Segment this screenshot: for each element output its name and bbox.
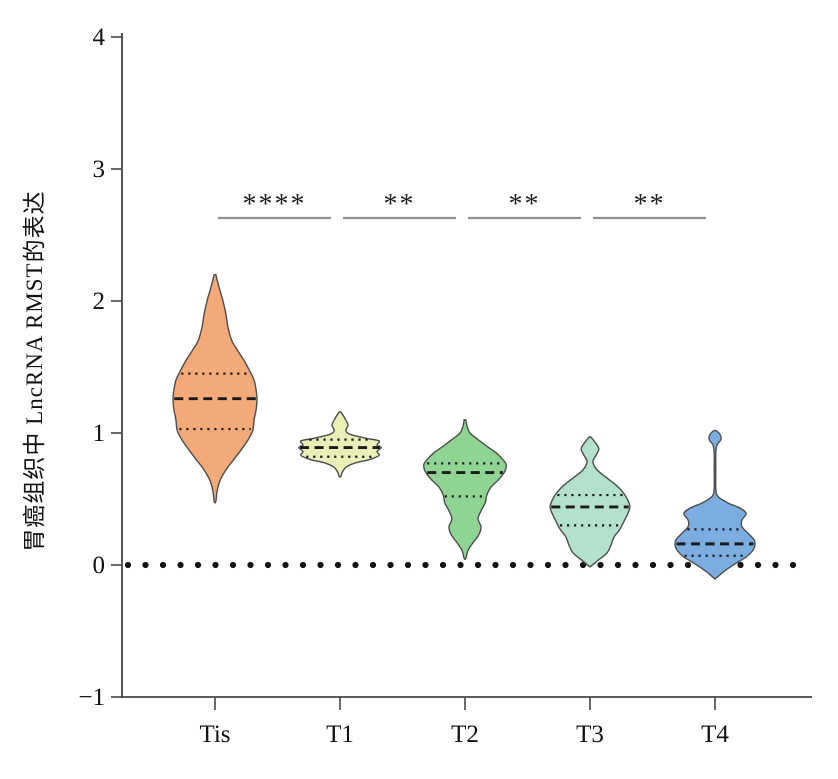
zero-baseline-dot (369, 561, 377, 569)
zero-baseline-dot (597, 561, 604, 569)
significance-label-T1-T2: ** (384, 189, 416, 220)
zero-baseline-dot (124, 561, 132, 569)
zero-baseline-dot (247, 561, 254, 569)
zero-baseline-dot (439, 561, 447, 569)
zero-baseline-dot (457, 561, 464, 569)
violin-T1 (298, 411, 382, 478)
zero-baseline-dot (667, 561, 674, 569)
zero-baseline-dot (264, 561, 272, 569)
zero-baseline-dot (527, 561, 534, 569)
zero-baseline-dot (194, 561, 202, 569)
zero-baseline-dot (579, 561, 587, 569)
zero-baseline-dot (754, 561, 762, 569)
zero-baseline-dot (282, 561, 289, 569)
significance-label-T3-T4: ** (634, 189, 666, 220)
violin-Tis (172, 273, 258, 504)
x-tick-label-T4: T4 (701, 721, 729, 748)
y-tick-label: 2 (93, 288, 106, 315)
zero-baseline-dot (317, 561, 324, 569)
x-tick-label-T2: T2 (451, 721, 479, 748)
zero-baseline-dot (772, 561, 779, 569)
zero-baseline-dot (632, 561, 639, 569)
zero-baseline-dot (789, 561, 797, 569)
zero-baseline-dot (474, 561, 482, 569)
zero-baseline-dot (492, 561, 499, 569)
zero-baseline-dot (352, 561, 359, 569)
zero-baseline-dot (299, 561, 307, 569)
zero-baseline-dot (334, 561, 342, 569)
y-tick-label: −1 (78, 684, 105, 711)
zero-baseline-dot (737, 561, 744, 569)
zero-baseline-dot (229, 561, 237, 569)
zero-baseline-dot (422, 561, 429, 569)
zero-baseline-dot (177, 561, 184, 569)
zero-baseline-dot (562, 561, 569, 569)
violin-T4 (674, 429, 756, 580)
zero-baseline-dot (212, 561, 219, 569)
x-tick-label-T1: T1 (326, 721, 354, 748)
x-tick-label-T3: T3 (576, 721, 604, 748)
y-tick-label: 1 (93, 420, 106, 447)
y-tick-label: 4 (93, 24, 106, 51)
significance-label-T2-T3: ** (509, 189, 541, 220)
x-tick-label-Tis: Tis (199, 721, 230, 748)
zero-baseline-dot (649, 561, 657, 569)
zero-baseline-dot (544, 561, 552, 569)
y-tick-label: 0 (93, 552, 106, 579)
zero-baseline-dot (684, 561, 692, 569)
y-tick-label: 3 (93, 156, 106, 183)
zero-baseline-dot (614, 561, 622, 569)
significance-label-Tis-T1: **** (243, 189, 307, 220)
violin-T3 (549, 436, 631, 568)
zero-baseline-dot (387, 561, 394, 569)
violin-T2 (423, 419, 507, 561)
zero-baseline-dot (404, 561, 412, 569)
zero-baseline-dot (509, 561, 517, 569)
zero-baseline-dot (159, 561, 167, 569)
zero-baseline-dot (142, 561, 149, 569)
